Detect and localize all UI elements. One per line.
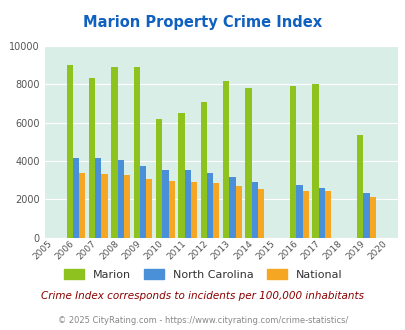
Text: Crime Index corresponds to incidents per 100,000 inhabitants: Crime Index corresponds to incidents per… [41,291,364,301]
Bar [101,175,107,238]
Bar [133,67,140,238]
Bar [356,135,362,238]
Bar [124,176,130,238]
Bar [324,191,330,238]
Bar [290,86,296,238]
Bar [312,83,318,238]
Bar [257,189,264,238]
Bar [184,170,190,238]
Bar [72,158,79,238]
Bar [140,166,146,238]
Bar [190,182,197,238]
Bar [146,179,152,238]
Bar [111,67,117,238]
Bar [178,113,184,238]
Bar [318,188,324,238]
Bar [168,181,174,238]
Bar [251,182,257,238]
Bar [302,191,308,238]
Bar [89,78,95,238]
Text: Marion Property Crime Index: Marion Property Crime Index [83,15,322,30]
Bar [369,197,375,238]
Text: © 2025 CityRating.com - https://www.cityrating.com/crime-statistics/: © 2025 CityRating.com - https://www.city… [58,316,347,325]
Bar [245,88,251,238]
Bar [200,102,207,238]
Legend: Marion, North Carolina, National: Marion, North Carolina, National [59,265,346,284]
Bar [229,177,235,238]
Bar [95,158,101,238]
Bar [162,170,168,238]
Bar [213,183,219,238]
Bar [235,186,241,238]
Bar [117,160,124,238]
Bar [156,119,162,238]
Bar [79,173,85,238]
Bar [296,185,302,238]
Bar [207,174,213,238]
Bar [362,193,369,238]
Bar [222,81,229,238]
Bar [66,65,72,238]
